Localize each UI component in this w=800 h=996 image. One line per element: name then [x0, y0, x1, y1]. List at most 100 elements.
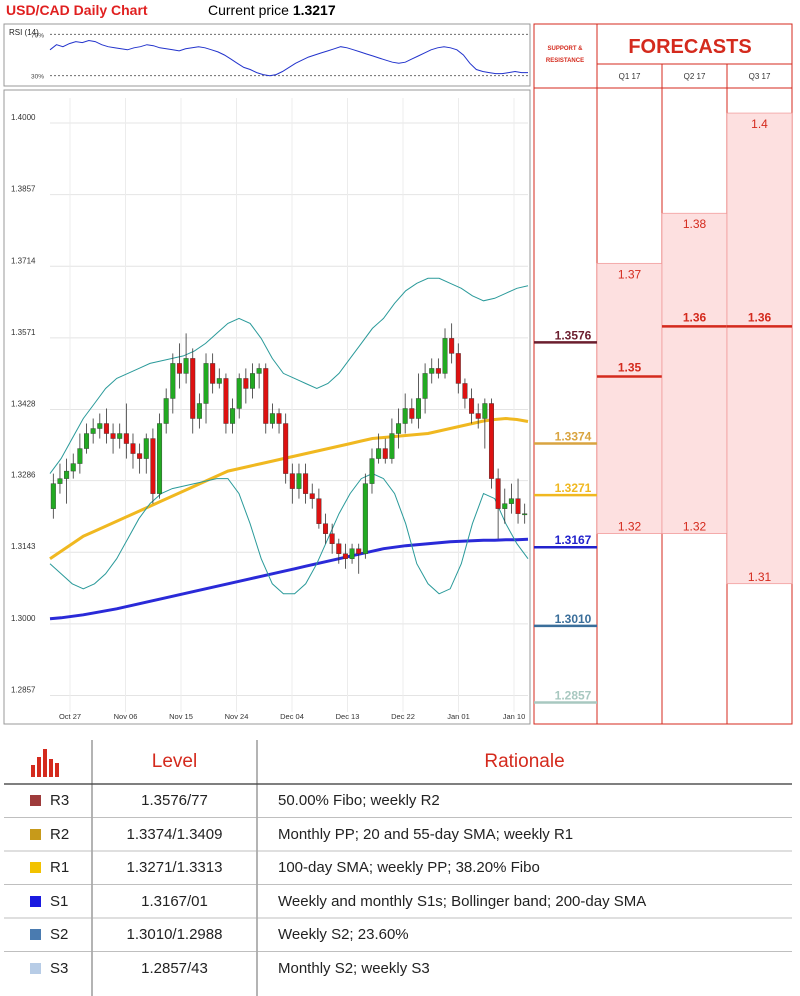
forecast-high-label: 1.38	[683, 217, 707, 231]
current-price-label: Current price 1.3217	[208, 2, 336, 18]
level-rationale: Monthly PP; 20 and 55-day SMA; weekly R1	[278, 825, 574, 843]
forecast-low-label: 1.31	[748, 570, 772, 584]
price-ytick-label: 1.4000	[11, 113, 36, 122]
candle-body	[97, 423, 103, 429]
candle-body	[488, 403, 494, 479]
candle-body	[123, 433, 129, 444]
support-resistance-header: SUPPORT &	[547, 46, 583, 52]
candle-body	[422, 373, 428, 399]
candle-body	[236, 378, 242, 409]
level-rationale: Weekly and monthly S1s; Bollinger band; …	[278, 892, 647, 910]
candle-body	[455, 353, 461, 384]
candle-body	[243, 378, 249, 389]
rationale-column-header: Rationale	[484, 751, 565, 772]
candle-body	[223, 378, 229, 424]
table-row: S1 1.3167/01 Weekly and monthly S1s; Bolli…	[0, 885, 800, 919]
forecast-quarter-header: Q2 17	[684, 72, 706, 81]
candle-body	[84, 433, 90, 449]
chart-title: USD/CAD Daily Chart	[6, 2, 148, 18]
candle-body	[289, 473, 295, 489]
candle-body	[170, 363, 176, 399]
forecast-high-label: 1.37	[618, 267, 642, 281]
price-xtick-label: Jan 01	[447, 712, 470, 721]
candle-body	[475, 413, 481, 419]
series-bollinger-upper	[49, 277, 529, 474]
price-ytick-label: 1.3857	[11, 185, 36, 194]
table-row: R1 1.3271/1.3313 100-day SMA; weekly PP; 3…	[0, 851, 800, 885]
level-value: 1.3010/1.2988	[126, 926, 223, 944]
level-value: 1.2857/43	[141, 959, 208, 977]
price-ytick-label: 1.3000	[11, 614, 36, 623]
forecasts-title: FORECASTS	[628, 36, 751, 58]
rsi-reference-label: 70%	[31, 32, 44, 39]
forecast-low-label: 1.32	[618, 520, 642, 534]
candle-body	[449, 338, 455, 354]
candle-body	[230, 408, 236, 424]
candle-body	[342, 553, 348, 559]
candle-body	[309, 493, 315, 499]
candle-body	[163, 398, 169, 424]
current-price-value: 1.3217	[292, 2, 336, 18]
bar-chart-icon	[30, 740, 64, 784]
level-name-cell: R1	[30, 851, 69, 885]
candle-body	[296, 473, 302, 489]
candle-body	[263, 368, 269, 424]
level-name-cell: S2	[30, 918, 68, 952]
candle-body	[283, 423, 289, 474]
series-sma-slow	[49, 537, 529, 621]
forecast-mid-label: 1.36	[748, 310, 772, 324]
candle-body	[389, 433, 395, 459]
price-ytick-label: 1.3286	[11, 471, 36, 480]
candle-body	[349, 548, 355, 559]
candle-body	[495, 478, 501, 509]
candle-body	[409, 408, 415, 419]
level-color-swatch	[30, 828, 41, 840]
candle-body	[429, 368, 435, 374]
table-row: S3 1.2857/43 Monthly S2; weekly S3	[0, 952, 800, 986]
candle-body	[137, 453, 143, 459]
price-xtick-label: Oct 27	[59, 712, 81, 721]
level-name: R3	[50, 792, 70, 810]
series-sma-fast	[49, 416, 529, 560]
sr-level-label: 1.3271	[555, 481, 592, 495]
level-color-swatch	[30, 862, 41, 874]
candle-body	[515, 498, 521, 514]
candle-body	[183, 358, 189, 374]
candle-body	[103, 423, 109, 434]
candle-body	[57, 478, 63, 484]
candle-body	[469, 398, 475, 414]
forecast-quarter-header: Q1 17	[619, 72, 641, 81]
level-name: S1	[50, 892, 69, 910]
level-rationale: 100-day SMA; weekly PP; 38.20% Fibo	[278, 859, 540, 877]
level-color-swatch	[30, 895, 41, 907]
candle-body	[482, 403, 488, 419]
candle-body	[402, 408, 408, 424]
sr-level-label: 1.3167	[555, 533, 592, 547]
forecast-high-label: 1.4	[751, 117, 768, 131]
level-name: R2	[50, 825, 70, 843]
levels-table-header: Level Rationale	[0, 740, 800, 784]
rsi-panel: RSI (14)70% 30%	[3, 23, 531, 87]
rsi-title: RSI (14)	[9, 28, 39, 37]
candle-body	[396, 423, 402, 434]
candle-body	[210, 363, 216, 384]
level-name-cell: S1	[30, 885, 68, 919]
candle-body	[130, 443, 136, 454]
candle-body	[382, 448, 388, 459]
sr-level-label: 1.3010	[555, 612, 592, 626]
candle-body	[323, 523, 329, 534]
price-xtick-label: Nov 24	[225, 712, 249, 721]
level-color-swatch	[30, 795, 41, 807]
price-xtick-label: Dec 04	[280, 712, 304, 721]
candle-body	[203, 363, 209, 404]
forecast-low-label: 1.32	[683, 520, 707, 534]
level-rationale: Monthly S2; weekly S3	[278, 959, 430, 977]
candle-body	[502, 503, 508, 509]
table-row: R3 1.3576/77 50.00% Fibo; weekly R2	[0, 784, 800, 818]
level-value: 1.3167/01	[141, 892, 208, 910]
candle-body	[70, 463, 76, 472]
candle-body	[249, 373, 255, 389]
price-ytick-label: 1.2857	[11, 685, 36, 694]
price-ytick-label: 1.3571	[11, 328, 36, 337]
